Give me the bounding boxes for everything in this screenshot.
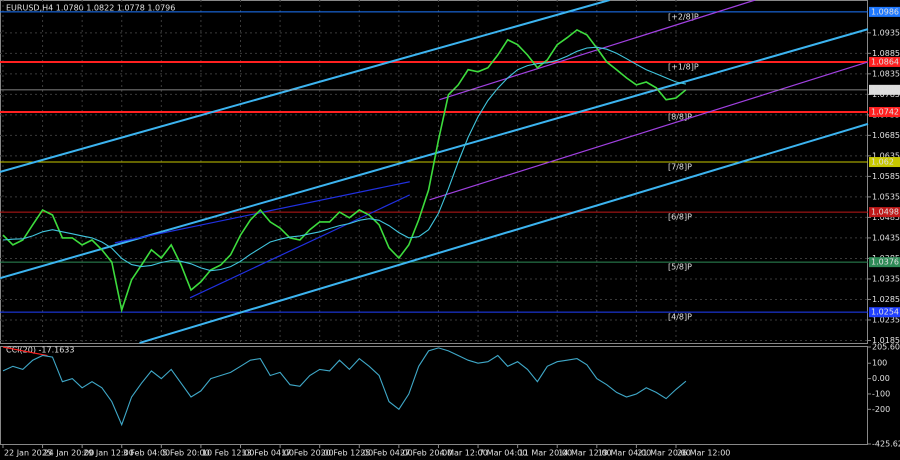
level-tag-label: 1.0498	[871, 208, 899, 217]
level-tag-label: 1.062	[871, 158, 894, 167]
level-label: [6/8]P	[668, 213, 692, 222]
y-tick-label: 205.6007	[872, 343, 900, 352]
level-tag	[869, 257, 900, 268]
level-label: [8/8]P	[668, 112, 692, 121]
trend-line	[429, 61, 869, 201]
x-tick-label: 19 Mar 04:00	[598, 449, 651, 458]
level-tag-label: 1.0864	[871, 57, 899, 66]
y-tick-label: 1.0835	[872, 69, 900, 78]
y-tick-label: 100	[872, 359, 887, 368]
trend-line	[2, 346, 48, 357]
level-label: [4/8]P	[668, 313, 692, 322]
y-tick-label: 1.0335	[872, 274, 900, 283]
x-tick-label: 13 Feb 04:00	[242, 449, 294, 458]
x-tick-label: 27 Feb 20:00	[400, 449, 452, 458]
x-tick-label: 29 Jan 12:00	[83, 449, 134, 458]
level-tag	[869, 106, 900, 117]
x-tick-label: 10 Feb 12:00	[202, 449, 254, 458]
level-tag-label: 1.0986	[871, 7, 899, 16]
cci-title: CCI(20) -17.1633	[6, 346, 74, 355]
x-tick-label: 21 Mar 20:00	[637, 449, 690, 458]
x-tick-label: 11 Mar 20:00	[519, 449, 572, 458]
trend-line	[0, 0, 610, 173]
chart-title: EURUSD,H4 1.0780 1.0822 1.0778 1.0796	[6, 4, 175, 13]
x-tick-label: 3 Feb 04:00	[123, 449, 170, 458]
level-tag	[869, 307, 900, 318]
level-label: [+2/8]P	[668, 12, 699, 21]
y-tick-label: 1.0485	[872, 213, 900, 222]
level-tag-label: 1.0742	[871, 107, 899, 116]
level-label: [+1/8]P	[668, 62, 699, 71]
y-tick-label: 1.0635	[872, 151, 900, 160]
level-tag-label: 1.0376	[871, 258, 899, 267]
y-tick-label: 1.0585	[872, 172, 900, 181]
x-tick-label: 26 Mar 12:00	[677, 449, 730, 458]
x-tick-label: 5 Feb 20:00	[162, 449, 209, 458]
trend-line	[189, 194, 411, 299]
y-tick-label: 1.0185	[872, 336, 900, 345]
y-tick-label: 1.0435	[872, 233, 900, 242]
y-tick-label: -200	[872, 405, 890, 414]
x-tick-label: 24 Jan 20:00	[44, 449, 95, 458]
y-tick-label: -425.6289	[872, 440, 900, 449]
level-tag	[869, 157, 900, 168]
level-tag	[869, 6, 900, 17]
level-tag-label: 1.0254	[871, 308, 899, 317]
x-tick-label: 22 Jan 2025	[4, 449, 52, 458]
series-line	[2, 46, 687, 272]
last-price-label: 1.0796	[871, 85, 899, 94]
x-tick-label: 14 Mar 12:00	[558, 449, 611, 458]
y-tick-label: -100	[872, 389, 890, 398]
level-label: [5/8]P	[668, 263, 692, 272]
trend-line	[139, 122, 869, 344]
last-price-tag	[869, 84, 900, 95]
x-tick-label: 4 Mar 12:00	[439, 449, 487, 458]
series-line	[2, 347, 687, 427]
y-tick-label: 1.0285	[872, 295, 900, 304]
x-tick-label: 20 Feb 12:00	[321, 449, 373, 458]
y-tick-label: 1.0885	[872, 49, 900, 58]
y-tick-label: 1.0685	[872, 131, 900, 140]
y-tick-label: 1.0235	[872, 315, 900, 324]
level-tag	[869, 56, 900, 67]
cci-frame	[0, 346, 868, 445]
level-label: [7/8]P	[668, 163, 692, 172]
x-tick-label: 25 Feb 04:00	[360, 449, 412, 458]
series-line	[2, 28, 687, 314]
level-tag	[869, 207, 900, 218]
y-tick-label: 0.00	[872, 374, 890, 383]
y-tick-label: 1.0935	[872, 28, 900, 37]
x-tick-label: 17 Feb 20:00	[281, 449, 333, 458]
y-tick-label: 1.0535	[872, 192, 900, 201]
x-tick-label: 7 Mar 04:00	[479, 449, 527, 458]
